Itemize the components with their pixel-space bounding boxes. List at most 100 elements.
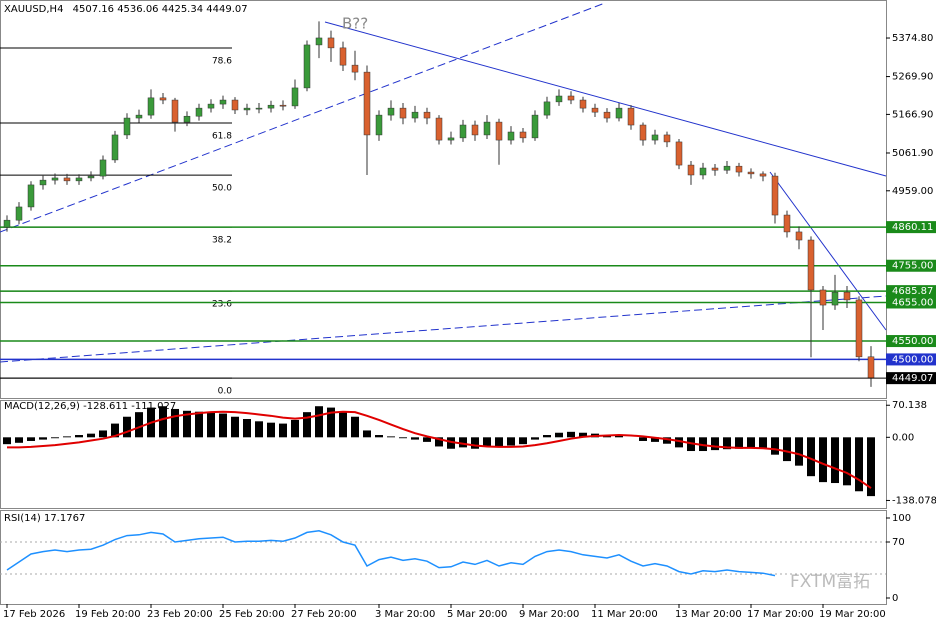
channel-line bbox=[0, 2, 606, 233]
macd-bar bbox=[483, 437, 491, 447]
rsi-panel bbox=[0, 510, 887, 605]
candle-body bbox=[471, 124, 479, 136]
y-tick-label: 5166.90 bbox=[892, 109, 933, 120]
x-tick-label: 23 Feb 20:00 bbox=[147, 609, 213, 620]
macd-bar bbox=[75, 435, 83, 438]
macd-bar bbox=[747, 437, 755, 449]
macd-bar bbox=[471, 437, 479, 449]
x-tick-label: 19 Feb 20:00 bbox=[75, 609, 141, 620]
x-tick-label: 9 Mar 20:00 bbox=[519, 609, 579, 620]
macd-bar bbox=[459, 437, 467, 448]
candle-body bbox=[579, 99, 587, 109]
macd-bar bbox=[87, 433, 95, 438]
macd-bar bbox=[555, 432, 563, 438]
candle-body bbox=[459, 124, 467, 139]
y-tick-label: 100 bbox=[892, 513, 911, 524]
candle-body bbox=[483, 121, 491, 136]
candle-body bbox=[279, 104, 287, 107]
candle-body bbox=[447, 137, 455, 141]
candle-body bbox=[411, 111, 419, 119]
macd-bar bbox=[39, 437, 47, 440]
fib-label: 78.6 bbox=[212, 57, 232, 67]
macd-bar bbox=[339, 412, 347, 438]
macd-bar bbox=[531, 437, 539, 440]
candle-body bbox=[543, 101, 551, 116]
candle-body bbox=[147, 97, 155, 116]
macd-bar bbox=[351, 416, 359, 438]
macd-bar bbox=[807, 437, 815, 477]
trendline bbox=[324, 21, 887, 177]
main-panel bbox=[0, 0, 887, 399]
x-tick-label: 3 Mar 20:00 bbox=[375, 609, 435, 620]
y-tick-label: 70 bbox=[892, 537, 905, 548]
level-tag bbox=[886, 285, 936, 298]
candle-body bbox=[231, 99, 239, 111]
candle-body bbox=[507, 131, 515, 141]
price-label: 4449.07 bbox=[892, 373, 933, 384]
macd-bar bbox=[363, 430, 371, 438]
macd-bar bbox=[567, 431, 575, 438]
macd-bar bbox=[651, 437, 659, 442]
x-tick-label: 5 Mar 20:00 bbox=[447, 609, 507, 620]
candle-body bbox=[615, 107, 623, 119]
macd-bar bbox=[723, 437, 731, 450]
fib-label: 0.0 bbox=[218, 387, 233, 397]
macd-bar bbox=[867, 437, 875, 497]
macd-bar bbox=[243, 419, 251, 438]
candle-body bbox=[603, 111, 611, 119]
level-tag bbox=[886, 353, 936, 366]
candle-body bbox=[255, 107, 263, 110]
macd-bar bbox=[99, 430, 107, 438]
level-label: 4860.11 bbox=[892, 222, 933, 233]
level-tag bbox=[886, 221, 936, 234]
macd-bar bbox=[279, 423, 287, 438]
macd-bar bbox=[3, 437, 11, 445]
fib-label: 38.2 bbox=[212, 236, 232, 246]
macd-panel bbox=[0, 400, 887, 509]
candle-body bbox=[663, 134, 671, 143]
candle-body bbox=[291, 87, 299, 107]
candle-body bbox=[183, 115, 191, 123]
candle-body bbox=[363, 71, 371, 136]
candle-body bbox=[135, 114, 143, 119]
macd-header: MACD(12,26,9) -128.611 -111.027 bbox=[4, 401, 176, 412]
candle-body bbox=[627, 107, 635, 126]
candle-body bbox=[591, 107, 599, 113]
macd-bar bbox=[795, 437, 803, 466]
y-tick-label: 0 bbox=[892, 593, 898, 604]
macd-bar bbox=[291, 419, 299, 438]
candle-body bbox=[195, 107, 203, 117]
macd-bar bbox=[15, 437, 23, 443]
macd-bar bbox=[387, 436, 395, 438]
fib-label: 50.0 bbox=[212, 184, 232, 194]
macd-bar bbox=[315, 406, 323, 438]
macd-bar bbox=[231, 416, 239, 438]
macd-bar bbox=[51, 437, 59, 439]
macd-bar bbox=[27, 437, 35, 441]
macd-value: -128.611 bbox=[83, 401, 128, 412]
watermark: FXTM富拓 bbox=[790, 572, 870, 592]
candle-body bbox=[159, 97, 167, 101]
open: 4507.16 bbox=[73, 4, 114, 15]
candle-body bbox=[303, 44, 311, 89]
close: 4449.07 bbox=[206, 4, 247, 15]
candle-body bbox=[351, 64, 359, 73]
high: 4536.06 bbox=[117, 4, 158, 15]
candle-body bbox=[867, 356, 875, 379]
candle-body bbox=[795, 231, 803, 241]
candle-body bbox=[771, 175, 779, 216]
candle-body bbox=[807, 239, 815, 291]
candle-body bbox=[51, 177, 59, 181]
candle-body bbox=[39, 179, 47, 186]
level-label: 4755.00 bbox=[892, 261, 933, 272]
macd-bar bbox=[759, 437, 767, 449]
macd-bar bbox=[435, 437, 443, 447]
y-tick-label: 5269.90 bbox=[892, 72, 933, 83]
candle-body bbox=[675, 141, 683, 166]
chart-header: XAUUSD,H4 4507.16 4536.06 4425.34 4449.0… bbox=[4, 4, 248, 15]
candle-body bbox=[687, 164, 695, 176]
candle-body bbox=[567, 95, 575, 101]
macd-bar bbox=[615, 435, 623, 438]
candle-body bbox=[531, 114, 539, 139]
macd-bar bbox=[447, 437, 455, 449]
